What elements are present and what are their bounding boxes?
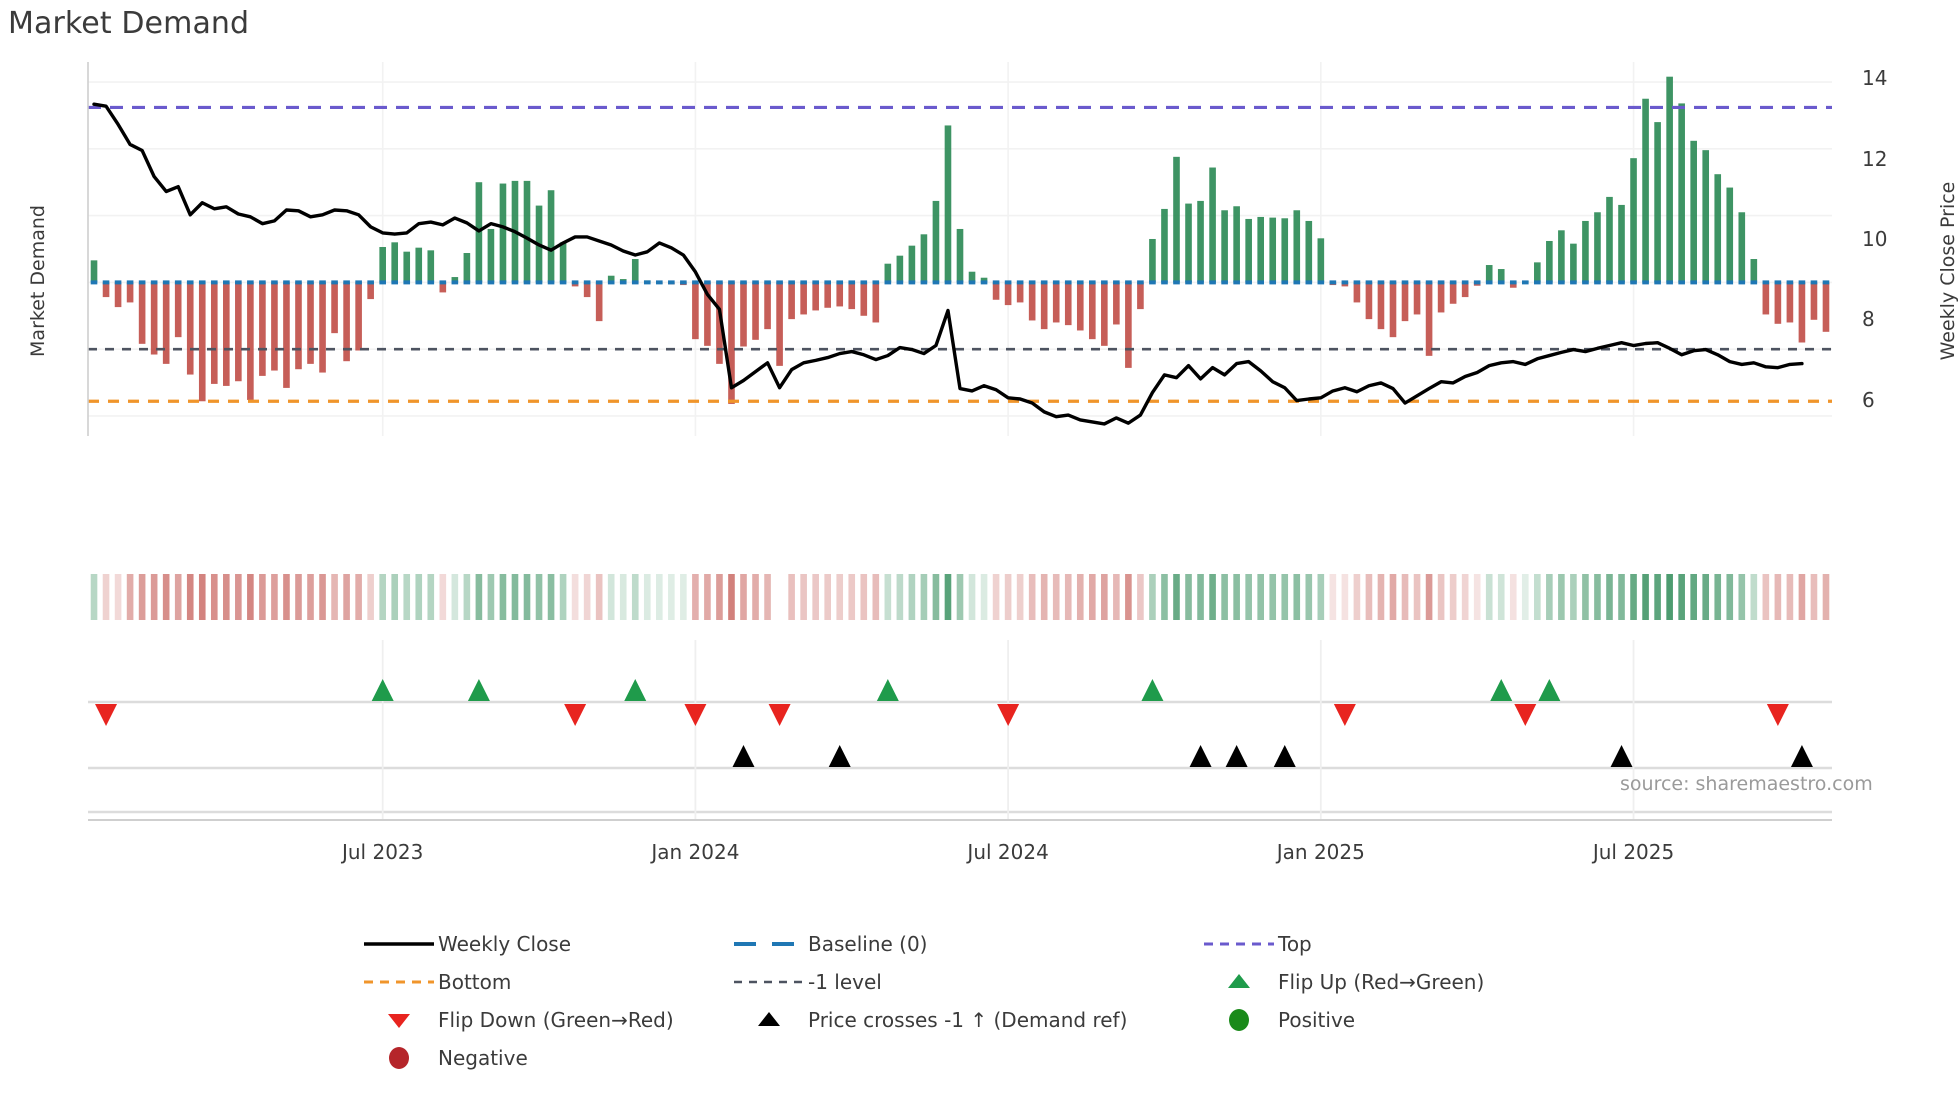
legend-label: Bottom: [438, 970, 512, 994]
x-tick: Jul 2024: [967, 840, 1049, 864]
demand-heat-strip: [90, 574, 1830, 620]
source-note: source: sharemaestro.com: [1620, 773, 1873, 795]
x-axis-line: [88, 819, 1832, 821]
price-cross-marker: [1225, 745, 1248, 767]
triangle-down-red-icon: [360, 1005, 438, 1035]
y-tick-right: 12: [1862, 146, 1888, 171]
dotted-line-gray-icon: [730, 967, 808, 997]
page-title: Market Demand: [8, 6, 250, 41]
legend-label: Flip Up (Red→Green): [1278, 970, 1485, 994]
flip-up-marker: [1141, 679, 1164, 701]
legend-item[interactable]: -1 level: [730, 967, 1200, 997]
dotted-line-orange-icon: [360, 967, 438, 997]
y-tick-right: 6: [1862, 387, 1875, 412]
flip-up-marker: [876, 679, 899, 701]
legend-label: Flip Down (Green→Red): [438, 1008, 674, 1032]
plot-area: [87, 62, 1832, 436]
flip-up-marker: [624, 679, 647, 701]
legend-label: Price crosses -1 ↑ (Demand ref): [808, 1008, 1128, 1032]
price-cross-marker: [1273, 745, 1296, 767]
dotted-line-purple-icon: [1200, 929, 1278, 959]
flip-up-marker: [371, 679, 394, 701]
chart-legend: Weekly Close Baseline (0) Top Bottom -1 leve…: [360, 925, 1620, 1077]
y-tick-right: 10: [1862, 226, 1888, 251]
legend-item[interactable]: Baseline (0): [730, 929, 1200, 959]
x-tick: Jul 2023: [341, 840, 424, 864]
y-tick-right: 14: [1862, 66, 1888, 91]
legend-label: Positive: [1278, 1008, 1356, 1032]
legend-item[interactable]: Positive: [1200, 1005, 1620, 1035]
flip-up-marker: [467, 679, 490, 701]
flip-down-marker: [997, 704, 1020, 726]
legend-item[interactable]: Weekly Close: [360, 929, 730, 959]
legend-label: Baseline (0): [808, 932, 928, 956]
flip-down-marker: [95, 704, 118, 726]
marker-rows: [88, 640, 1832, 820]
legend-label: -1 level: [808, 970, 882, 994]
price-cross-marker: [1790, 745, 1813, 767]
circle-red-icon: [360, 1043, 438, 1073]
dashed-line-blue-icon: [730, 929, 808, 959]
flip-down-marker: [684, 704, 707, 726]
flip-down-marker: [1766, 704, 1789, 726]
flip-down-marker: [564, 704, 587, 726]
x-tick: Jul 2025: [1592, 840, 1675, 864]
legend-item[interactable]: Bottom: [360, 967, 730, 997]
x-tick: Jan 2024: [651, 840, 740, 864]
flip-down-marker: [768, 704, 791, 726]
legend-label: Weekly Close: [438, 932, 572, 956]
x-tick: Jan 2025: [1276, 840, 1365, 864]
legend-item[interactable]: Top: [1200, 929, 1620, 959]
legend-label: Negative: [438, 1046, 528, 1070]
legend-item[interactable]: Price crosses -1 ↑ (Demand ref): [730, 1005, 1200, 1035]
flip-up-marker: [1538, 679, 1561, 701]
y-tick-right: 8: [1862, 307, 1875, 332]
price-cross-marker: [828, 745, 851, 767]
legend-item[interactable]: Flip Down (Green→Red): [360, 1005, 730, 1035]
triangle-up-black-icon: [730, 1005, 808, 1035]
price-cross-marker: [732, 745, 755, 767]
flip-down-marker: [1514, 704, 1537, 726]
price-cross-marker: [1189, 745, 1212, 767]
y-axis-right-ticks: 14 12 10 8 6: [1862, 0, 1952, 1102]
price-cross-marker: [1610, 745, 1633, 767]
solid-line-black-icon: [360, 929, 438, 959]
flip-up-marker: [1490, 679, 1513, 701]
legend-item[interactable]: Negative: [360, 1043, 730, 1073]
legend-label: Top: [1278, 932, 1312, 956]
circle-green-icon: [1200, 1005, 1278, 1035]
legend-item[interactable]: Flip Up (Red→Green): [1200, 967, 1620, 997]
triangle-up-green-icon: [1200, 967, 1278, 997]
flip-down-marker: [1333, 704, 1356, 726]
